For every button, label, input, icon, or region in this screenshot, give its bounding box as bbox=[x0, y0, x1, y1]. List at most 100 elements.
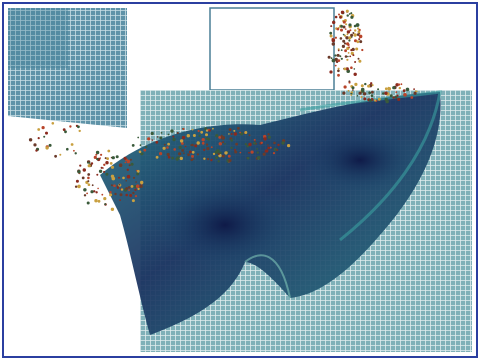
particle bbox=[344, 85, 347, 88]
particle bbox=[120, 193, 123, 196]
particle bbox=[249, 134, 251, 136]
particle bbox=[354, 61, 356, 63]
particle bbox=[182, 136, 185, 139]
particle bbox=[396, 95, 398, 97]
particle bbox=[122, 177, 125, 180]
particle bbox=[215, 156, 218, 159]
particle bbox=[66, 148, 69, 151]
particle bbox=[139, 185, 142, 188]
particle bbox=[234, 132, 237, 135]
particle bbox=[347, 33, 349, 35]
particle bbox=[352, 86, 355, 89]
particle bbox=[42, 126, 45, 129]
particle bbox=[198, 130, 200, 132]
particle bbox=[224, 151, 227, 154]
particle bbox=[276, 149, 278, 151]
particle bbox=[230, 139, 233, 142]
particle bbox=[49, 144, 52, 147]
particle bbox=[277, 144, 279, 146]
particle bbox=[45, 132, 48, 135]
particle bbox=[341, 58, 343, 60]
particle bbox=[178, 146, 181, 149]
particle bbox=[128, 186, 131, 189]
particle bbox=[256, 148, 258, 150]
particle bbox=[125, 180, 127, 182]
particle bbox=[341, 11, 344, 14]
particle bbox=[132, 192, 134, 194]
particle bbox=[99, 170, 102, 173]
particle bbox=[76, 180, 79, 183]
particle bbox=[345, 36, 348, 39]
particle bbox=[137, 137, 139, 139]
particle bbox=[348, 23, 351, 26]
particle bbox=[384, 92, 387, 95]
particle bbox=[342, 92, 345, 95]
particle bbox=[177, 132, 179, 134]
particle bbox=[127, 160, 131, 164]
particle bbox=[392, 86, 395, 89]
particle bbox=[206, 147, 209, 150]
particle bbox=[331, 57, 333, 59]
particle bbox=[135, 195, 137, 197]
particle bbox=[267, 147, 270, 150]
particle bbox=[354, 68, 356, 70]
particle bbox=[190, 144, 192, 146]
particle bbox=[358, 60, 361, 63]
mesh-shade bbox=[8, 8, 68, 68]
particle bbox=[192, 151, 195, 154]
particle bbox=[342, 40, 345, 43]
particle bbox=[406, 88, 410, 92]
particle bbox=[131, 163, 134, 166]
particle bbox=[193, 134, 196, 137]
particle bbox=[352, 32, 354, 34]
particle bbox=[94, 199, 97, 202]
particle bbox=[378, 98, 381, 101]
particle bbox=[87, 162, 89, 164]
particle bbox=[159, 136, 162, 139]
particle bbox=[82, 177, 85, 180]
particle bbox=[345, 23, 347, 25]
particle bbox=[202, 142, 205, 145]
particle bbox=[189, 151, 192, 154]
particle bbox=[230, 129, 232, 131]
particle bbox=[348, 52, 350, 54]
particle bbox=[197, 153, 199, 155]
particle bbox=[355, 48, 358, 51]
particle bbox=[103, 171, 105, 173]
particle bbox=[167, 143, 170, 146]
particle bbox=[273, 142, 276, 145]
particle bbox=[228, 155, 231, 158]
particle bbox=[349, 13, 351, 15]
particle bbox=[134, 189, 136, 191]
particle bbox=[335, 16, 338, 19]
particle bbox=[96, 151, 99, 154]
particle bbox=[190, 159, 193, 162]
particle bbox=[182, 128, 184, 130]
particle bbox=[88, 164, 91, 167]
particle bbox=[332, 42, 335, 45]
particle bbox=[210, 159, 212, 161]
particle bbox=[119, 163, 123, 167]
particle bbox=[263, 137, 266, 140]
particle bbox=[88, 183, 91, 186]
particle bbox=[359, 40, 362, 43]
particle bbox=[205, 137, 208, 140]
particle bbox=[361, 88, 365, 92]
particle bbox=[352, 54, 354, 56]
particle bbox=[121, 188, 123, 190]
particle bbox=[147, 137, 150, 140]
particle bbox=[187, 153, 190, 156]
particle bbox=[151, 132, 154, 135]
particle bbox=[251, 151, 254, 154]
particle bbox=[222, 141, 224, 143]
particle bbox=[244, 131, 247, 134]
particle bbox=[69, 125, 71, 127]
particle bbox=[332, 39, 336, 43]
particle bbox=[377, 88, 379, 90]
particle bbox=[414, 92, 417, 95]
particle bbox=[129, 194, 132, 197]
particle bbox=[340, 25, 343, 28]
particle bbox=[212, 128, 214, 130]
particle bbox=[359, 35, 363, 39]
particle bbox=[282, 142, 284, 144]
